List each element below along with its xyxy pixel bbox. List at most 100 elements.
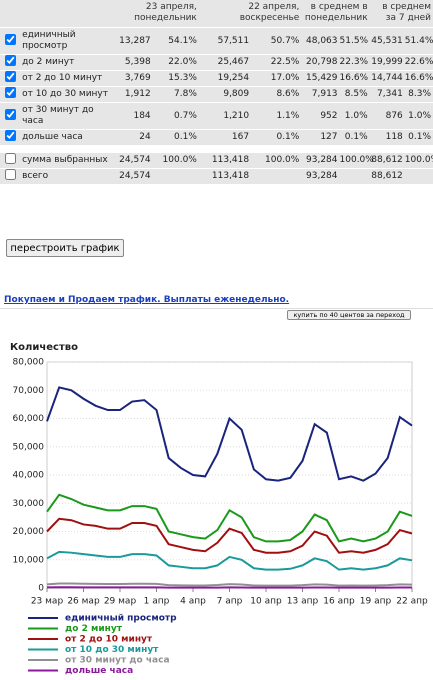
percent-cell: 1.1% [251,102,302,130]
table-body: единичный просмотр 13,287 54.1% 57,511 50.7%… [0,27,433,185]
percent-cell: 7.8% [152,86,199,103]
legend-label: до 2 минут [65,624,123,634]
row-checkbox[interactable] [4,87,16,98]
percent-cell: 100.0% [339,145,374,169]
row-checkbox[interactable] [4,169,16,180]
percent-cell: 15.3% [152,70,199,87]
series-line [46,493,413,543]
separator [0,308,433,309]
value-cell: 3,769 [112,70,153,87]
value-cell: 88,612 [369,168,405,185]
value-cell: 5,398 [112,54,153,71]
percent-cell: 100.0% [404,145,433,169]
value-cell: 113,418 [198,168,252,185]
table-row: дольше часа 24 0.1% 167 0.1% 127 0.1% 118 0.1% [0,129,433,150]
y-tick-label: 40,000 [13,471,45,481]
value-cell: 19,999 [369,54,405,71]
buy-button[interactable]: купить по 40 центов за переход [287,310,411,320]
value-cell: 15,429 [301,70,340,87]
percent-cell: 51.5% [339,27,370,55]
row-checkbox[interactable] [4,33,16,45]
chart: Количество 0 10,000 20,000 30,000 40,000 50,00… [10,342,428,676]
row-label: сумма выбранных [20,145,113,169]
value-cell: 9,809 [198,86,252,103]
value-cell: 20,798 [301,54,340,71]
column-header: в среднем за 7 дней [369,0,433,28]
row-checkbox[interactable] [4,71,16,82]
value-cell: 1,912 [112,86,153,103]
percent-cell: 1.0% [339,102,370,130]
value-cell: 57,511 [198,27,252,55]
table-row: от 10 до 30 минут 1,912 7.8% 9,809 8.6% 7,913… [0,86,433,103]
blank-cell [251,168,302,185]
column-header: в среднем в понедельник [301,0,370,28]
table-row: от 2 до 10 минут 3,769 15.3% 19,254 17.0% 15,… [0,70,433,87]
row-label: от 2 до 10 минут [20,70,113,87]
value-cell: 24,574 [112,145,153,169]
percent-cell: 17.0% [251,70,302,87]
percent-cell: 0.7% [152,102,199,130]
percent-cell: 16.6% [339,70,370,87]
y-tick-label: 60,000 [13,414,45,424]
x-tick-label: 22 апр [396,597,428,607]
column-header: 22 апреля, воскресенье [198,0,302,28]
header-row: 23 апреля, понедельник 22 апреля, воскрес… [0,0,433,28]
value-cell: 952 [301,102,340,130]
legend-label: единичный просмотр [65,614,177,624]
row-checkbox[interactable] [4,130,16,141]
checkbox-cell [0,168,21,185]
column-header: 23 апреля, понедельник [112,0,199,28]
checkbox-cell [0,129,21,150]
series-line [46,550,413,571]
ad-link[interactable]: Покупаем и Продаем трафик. Выплаты ежене… [4,295,290,305]
checkbox-cell [0,145,21,169]
value-cell: 14,744 [369,70,405,87]
row-checkbox[interactable] [4,55,16,66]
x-tick-label: 1 апр [144,597,170,607]
x-tick-label: 23 мар [31,597,64,607]
percent-cell: 51.4% [404,27,433,55]
row-checkbox[interactable] [4,153,16,164]
x-tick-label: 4 апр [180,597,206,607]
value-cell: 7,341 [369,86,405,103]
row-label: дольше часа [20,129,113,150]
row-checkbox[interactable] [4,108,16,120]
legend-label: от 10 до 30 минут [65,645,159,655]
rebuild-button[interactable]: перестроить график [6,239,124,257]
percent-cell: 100.0% [251,145,302,169]
y-tick-label: 10,000 [13,555,45,565]
percent-cell: 100.0% [152,145,199,169]
value-cell: 1,210 [198,102,252,130]
value-cell: 24,574 [112,168,153,185]
value-cell: 24 [112,129,153,150]
checkbox-cell [0,70,21,87]
x-tick-label: 13 апр [287,597,319,607]
value-cell: 113,418 [198,145,252,169]
percent-cell: 0.1% [152,129,199,150]
x-tick-label: 19 апр [360,597,392,607]
value-cell: 88,612 [369,145,405,169]
value-cell: 876 [369,102,405,130]
percent-cell: 0.1% [339,129,370,150]
table-row: сумма выбранных 24,574 100.0% 113,418 100.0%… [0,145,433,169]
value-cell: 167 [198,129,252,150]
table-row: единичный просмотр 13,287 54.1% 57,511 50.7%… [0,27,433,55]
legend-label: от 2 до 10 минут [65,635,153,645]
x-tick-label: 10 апр [250,597,282,607]
blank-cell [152,168,199,185]
y-tick-label: 80,000 [13,358,45,368]
x-tick-label: 16 апр [323,597,355,607]
x-tick-label: 7 апр [217,597,243,607]
stats-table: 23 апреля, понедельник 22 апреля, воскрес… [0,0,433,185]
percent-cell: 50.7% [251,27,302,55]
percent-cell: 22.6% [404,54,433,71]
blank-cell [404,168,433,185]
value-cell: 25,467 [198,54,252,71]
checkbox-cell [0,27,21,55]
value-cell: 118 [369,129,405,150]
percent-cell: 22.5% [251,54,302,71]
chart-title: Количество [10,342,78,353]
x-tick-label: 26 мар [67,597,100,607]
header-blank [0,0,113,28]
